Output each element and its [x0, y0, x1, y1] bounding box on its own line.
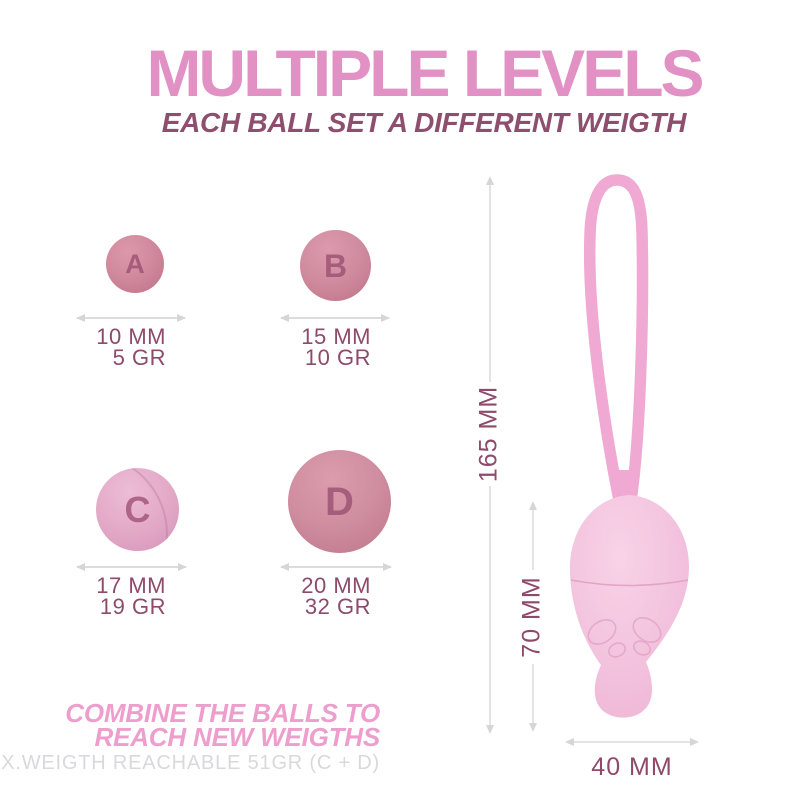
total-height-label: 165 MM	[475, 386, 503, 482]
footer-note: MAX.WEIGTH REACHABLE 51GR (C + D)	[0, 752, 380, 774]
ball-d-measure-arrow	[280, 563, 392, 571]
product-illustration: 165 MM 70 MM	[475, 174, 699, 781]
ball-c-weight: 19 GR	[99, 594, 166, 619]
seam-line	[570, 579, 689, 587]
ball-c-letter: C	[124, 488, 151, 530]
footer: COMBINE THE BALLS TO REACH NEW WEIGTHS M…	[0, 698, 381, 775]
footer-line2: REACH NEW WEIGTHS	[94, 722, 381, 752]
ball-d-letter: D	[325, 479, 354, 524]
ball-d-dimensions: 20 MM 32 GR	[301, 573, 371, 619]
ball-b-dimensions: 15 MM 10 GR	[301, 324, 371, 370]
ball-c: C	[96, 468, 179, 551]
arrowhead-up-icon	[529, 501, 537, 510]
ball-a-weight: 5 GR	[112, 345, 166, 370]
arrowhead-up-icon	[486, 176, 494, 185]
page-title: MULTIPLE LEVELS	[146, 36, 704, 110]
dimension-165mm: 165 MM	[475, 176, 503, 734]
ball-a-letter: A	[125, 248, 145, 279]
body-height-label: 70 MM	[518, 576, 546, 657]
body-width-label: 40 MM	[591, 753, 672, 781]
ball-d-weight: 32 GR	[304, 594, 371, 619]
footer-line1: COMBINE THE BALLS TO	[65, 698, 380, 728]
ball-c-measure-arrow	[76, 563, 187, 571]
cord-stem	[612, 470, 639, 504]
egg-body	[570, 495, 689, 718]
arrowhead-down-icon	[486, 725, 494, 734]
ball-c-dimensions: 17 MM 19 GR	[96, 573, 166, 619]
arrowhead-left-icon	[565, 738, 574, 746]
arrowhead-down-icon	[529, 723, 537, 732]
ball-c-diameter: 17 MM	[96, 573, 166, 598]
ball-d-diameter: 20 MM	[301, 573, 371, 598]
ball-a-diameter: 10 MM	[96, 324, 166, 349]
ball-b: B	[300, 230, 371, 301]
kegel-egg-product	[570, 174, 689, 718]
ball-a-dimensions: 10 MM 5 GR	[96, 324, 166, 370]
ball-d: D	[288, 450, 391, 553]
butterfly-icon	[587, 617, 662, 658]
ball-a-measure-arrow	[76, 314, 186, 322]
ball-b-diameter: 15 MM	[301, 324, 371, 349]
header: MULTIPLE LEVELS EACH BALL SET A DIFFEREN…	[24, 40, 800, 139]
ball-b-letter: B	[323, 247, 348, 284]
page-subtitle: EACH BALL SET A DIFFERENT WEIGTH	[161, 107, 687, 138]
ball-a: A	[106, 235, 164, 293]
retrieval-loop-cord	[583, 174, 649, 506]
arrowhead-right-icon	[690, 738, 699, 746]
dimension-70mm: 70 MM	[518, 501, 546, 732]
ball-b-measure-arrow	[280, 314, 390, 322]
ball-b-weight: 10 GR	[304, 345, 371, 370]
dimension-40mm: 40 MM	[565, 738, 699, 781]
